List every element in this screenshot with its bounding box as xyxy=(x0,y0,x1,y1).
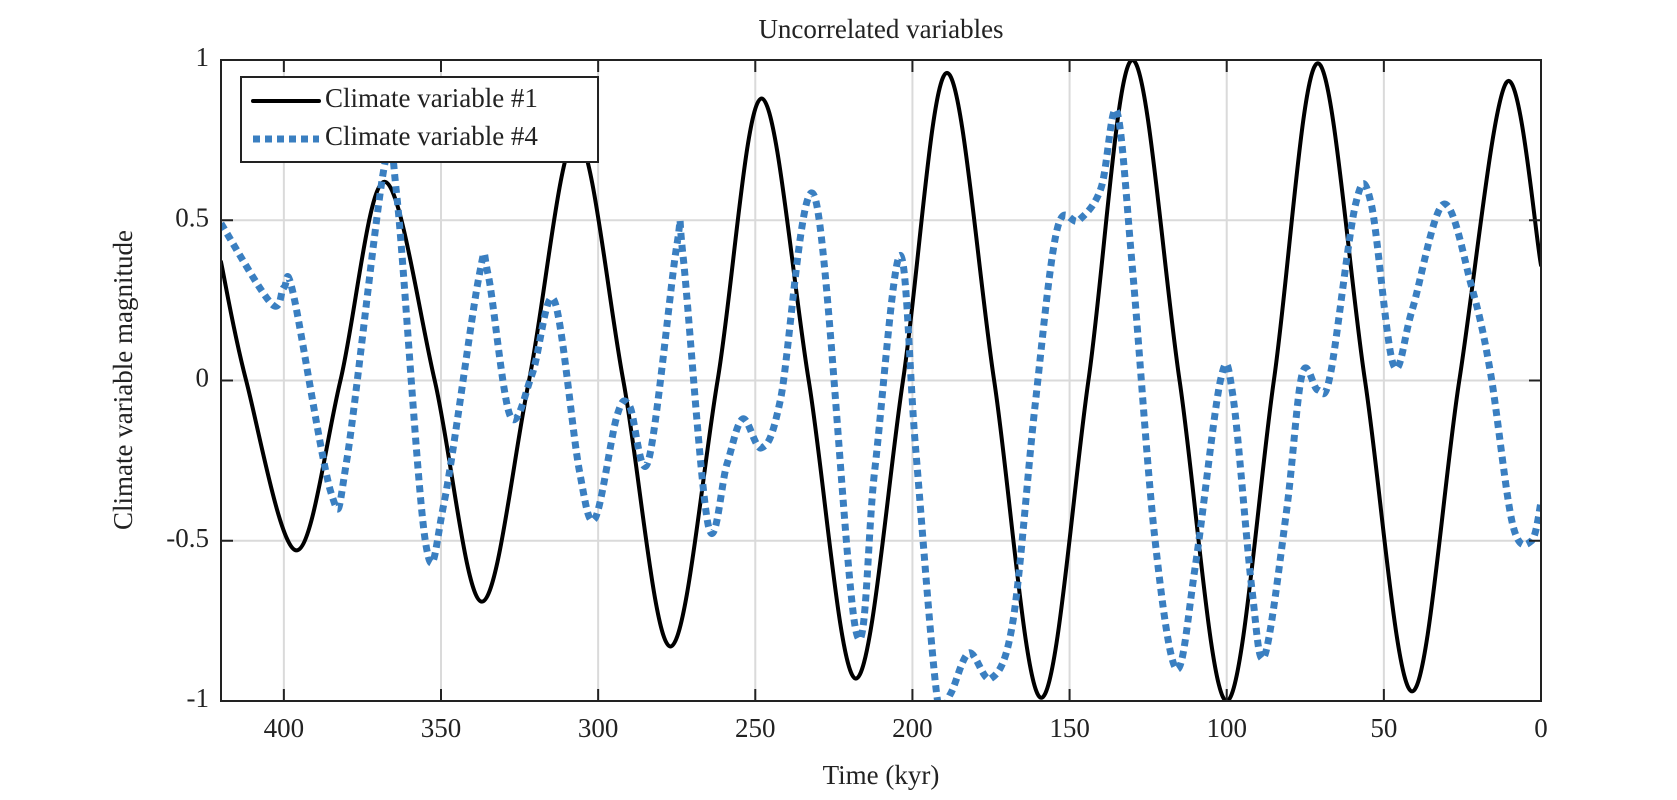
legend-label: Climate variable #1 xyxy=(325,83,538,113)
x-tick-label: 350 xyxy=(421,713,462,743)
x-tick-label: 150 xyxy=(1049,713,1090,743)
y-tick-label: 0.5 xyxy=(175,202,209,232)
y-tick-label: -1 xyxy=(187,683,210,713)
x-tick-label: 200 xyxy=(892,713,933,743)
legend-label: Climate variable #4 xyxy=(325,121,538,151)
x-tick-label: 0 xyxy=(1534,713,1548,743)
data-line xyxy=(221,60,1541,701)
x-tick-label: 100 xyxy=(1206,713,1247,743)
y-tick-label: -0.5 xyxy=(166,523,209,553)
x-tick-label: 400 xyxy=(264,713,305,743)
x-tick-label: 50 xyxy=(1370,713,1397,743)
data-line xyxy=(221,106,1541,701)
axes: 400 350 300 250 200 150 100 50 0 -1 -0.5 0 0.5 1 xyxy=(166,42,1548,743)
y-tick-label: 1 xyxy=(196,42,210,72)
y-axis-label: Climate variable magnitude xyxy=(108,230,138,530)
chart-title: Uncorrelated variables xyxy=(758,14,1003,44)
legend: Climate variable #1 Climate variable #4 xyxy=(240,76,599,163)
y-tick-label: 0 xyxy=(196,363,210,393)
legend-box xyxy=(240,76,599,163)
x-tick-label: 300 xyxy=(578,713,619,743)
x-tick-label: 250 xyxy=(735,713,776,743)
plot-lines xyxy=(221,60,1541,701)
x-axis-label: Time (kyr) xyxy=(823,760,940,790)
